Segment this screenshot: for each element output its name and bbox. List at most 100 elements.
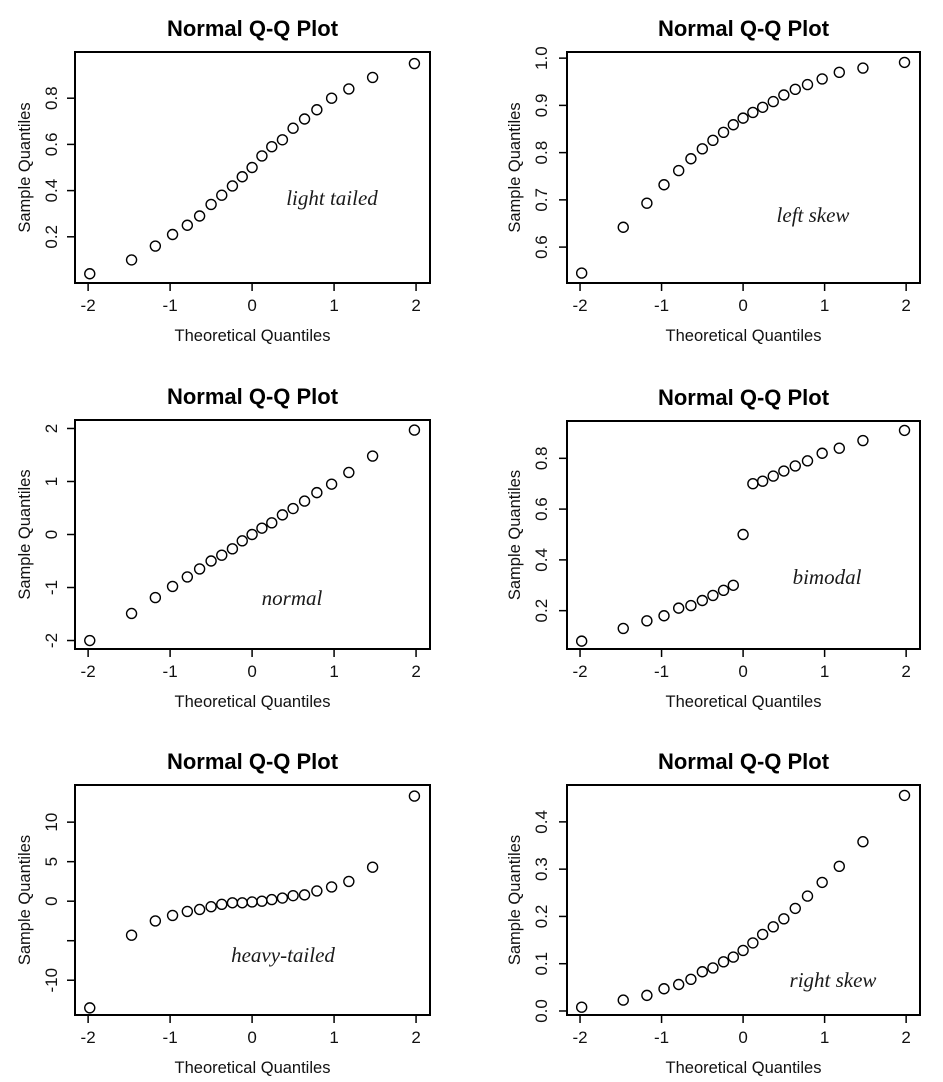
data-point (226, 543, 239, 555)
y-tick-label: 0.2 (42, 225, 61, 249)
x-tick-label: 1 (329, 1028, 338, 1047)
data-point (767, 470, 779, 482)
data-point (193, 563, 206, 575)
data-point (266, 893, 278, 906)
plot-title: Normal Q-Q Plot (167, 384, 339, 409)
y-tick-label: 0 (42, 896, 61, 905)
data-point (658, 983, 670, 995)
data-point (575, 267, 588, 279)
y-tick-label: 0.6 (532, 497, 551, 521)
plot-title: Normal Q-Q Plot (167, 749, 339, 774)
data-point (236, 897, 248, 909)
data-point (408, 790, 421, 802)
y-tick-label: 0.6 (42, 133, 61, 157)
data-point (366, 450, 379, 462)
data-point (205, 901, 217, 913)
qq-panel-3: Normal Q-Q Plot -2 -1 0 1 2 -2 -1 0 1 2 Theoretical… (16, 384, 431, 711)
distribution-annotation: bimodal (793, 565, 862, 589)
y-axis-label: Sample Quantiles (16, 469, 34, 599)
data-point (816, 73, 828, 85)
data-point (366, 71, 379, 84)
data-point (216, 189, 228, 201)
y-axis-label: Sample Quantiles (506, 470, 524, 600)
data-point (343, 466, 355, 479)
x-tick-label: -2 (81, 1028, 96, 1047)
data-point (166, 228, 179, 241)
data-point (898, 56, 911, 69)
data-point (125, 254, 138, 266)
data-point (641, 197, 653, 209)
y-axis-label: Sample Quantiles (506, 102, 524, 232)
data-point (149, 591, 162, 604)
x-tick-label: 2 (901, 662, 910, 681)
data-point (617, 622, 629, 635)
data-point (707, 962, 719, 974)
plot-title: Normal Q-Q Plot (658, 749, 830, 774)
data-point (149, 915, 162, 927)
data-point (727, 951, 740, 963)
data-point (717, 956, 730, 968)
x-tick-label: 0 (247, 1028, 256, 1047)
data-point (266, 141, 278, 153)
data-point (833, 442, 845, 454)
x-axis-label: Theoretical Quantiles (666, 693, 822, 711)
data-point (311, 486, 323, 499)
x-tick-label: -1 (654, 1028, 669, 1047)
data-point (325, 881, 338, 893)
data-point (672, 602, 685, 614)
qq-panel-4: Normal Q-Q Plot -2 -1 0 1 2 0.2 0.4 0.6 0.8 Theore… (506, 385, 921, 711)
x-tick-label: 2 (411, 296, 420, 315)
y-tick-label: 1.0 (532, 46, 551, 70)
x-tick-label: 2 (901, 1028, 910, 1047)
data-point (575, 1001, 588, 1013)
data-point (216, 898, 228, 911)
x-axis-label: Theoretical Quantiles (666, 327, 822, 345)
x-axis-label: Theoretical Quantiles (175, 327, 331, 345)
y-tick-label: 0.1 (532, 952, 551, 976)
x-tick-label: -2 (572, 1028, 587, 1047)
data-point (898, 424, 911, 437)
data-point (246, 896, 258, 908)
plot-title: Normal Q-Q Plot (658, 385, 830, 410)
y-tick-label: 0.4 (532, 810, 551, 834)
x-tick-label: 0 (738, 662, 747, 681)
data-point (685, 599, 697, 612)
y-tick-label: -1 (42, 580, 61, 595)
data-point (246, 161, 258, 174)
x-tick-label: 1 (329, 662, 338, 681)
data-point (696, 143, 709, 155)
distribution-annotation: heavy-tailed (231, 943, 335, 967)
plot-title: Normal Q-Q Plot (167, 16, 339, 41)
x-tick-label: 1 (820, 662, 829, 681)
data-point (857, 434, 869, 447)
data-point (236, 535, 248, 547)
x-tick-label: 2 (411, 1028, 420, 1047)
y-tick-label: -10 (42, 968, 61, 993)
data-point (311, 104, 323, 116)
distribution-annotation: normal (262, 586, 323, 610)
data-point (408, 424, 421, 436)
x-axis-label: Theoretical Quantiles (175, 693, 331, 711)
x-tick-label: 1 (820, 1028, 829, 1047)
data-point (298, 113, 311, 125)
data-point (84, 1002, 96, 1014)
data-point (707, 134, 719, 147)
data-point (672, 164, 685, 177)
data-point (816, 447, 828, 459)
x-tick-label: -2 (81, 662, 96, 681)
data-point (801, 78, 814, 91)
data-point (236, 171, 248, 183)
data-point (205, 555, 217, 567)
x-tick-label: -2 (81, 296, 96, 315)
y-axis-label: Sample Quantiles (16, 835, 34, 965)
y-tick-label: 0.0 (532, 999, 551, 1023)
x-tick-label: 2 (411, 662, 420, 681)
y-tick-label: 0.4 (532, 548, 551, 572)
qq-panel-5: Normal Q-Q Plot-2 -1 0 1 2-100510Theoretical… (16, 749, 431, 1077)
data-point (717, 584, 730, 597)
data-point (789, 902, 801, 915)
data-point (727, 579, 740, 591)
data-point (84, 634, 96, 647)
y-tick-label: 0.2 (532, 599, 551, 623)
data-point (685, 973, 697, 986)
